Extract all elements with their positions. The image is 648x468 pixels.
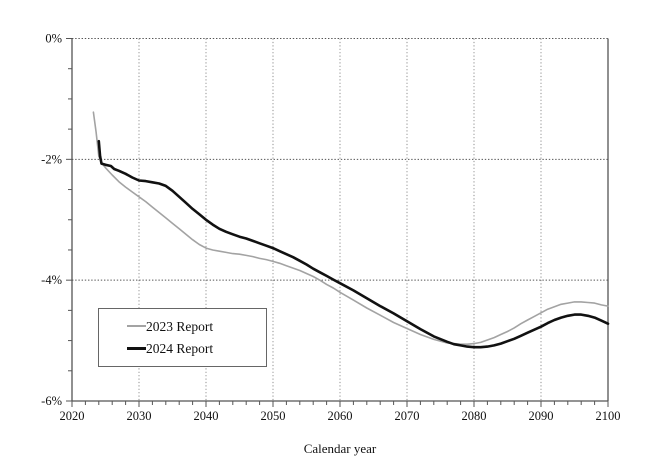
- x-tick-label: 2040: [194, 409, 219, 423]
- legend-box: 2023 Report 2024 Report: [98, 308, 267, 367]
- x-tick-label: 2020: [60, 409, 85, 423]
- series-line-2024-report: [97, 139, 610, 349]
- x-axis-title: Calendar year: [303, 441, 377, 456]
- x-tick-label: 2100: [596, 409, 621, 423]
- y-tick-label: -4%: [41, 273, 62, 287]
- legend-label-2023: 2023 Report: [146, 318, 214, 334]
- y-tick-label: -6%: [41, 394, 62, 408]
- x-tick-label: 2080: [462, 409, 487, 423]
- series-line-2023-report: [92, 111, 609, 345]
- legend-line-sample-2024: [127, 347, 146, 351]
- x-tick-label: 2060: [328, 409, 353, 423]
- x-tick-label: 2090: [529, 409, 554, 423]
- x-tick-label: 2050: [261, 409, 286, 423]
- y-tick-label: 0%: [45, 32, 62, 46]
- x-tick-label: 2030: [127, 409, 152, 423]
- x-tick-label: 2070: [395, 409, 420, 423]
- legend-line-sample-2023: [127, 325, 146, 328]
- y-tick-label: -2%: [41, 152, 62, 166]
- legend-item-2024: 2024 Report: [127, 342, 266, 356]
- legend-item-2023: 2023 Report: [127, 318, 266, 334]
- legend-label-2024: 2024 Report: [146, 341, 214, 356]
